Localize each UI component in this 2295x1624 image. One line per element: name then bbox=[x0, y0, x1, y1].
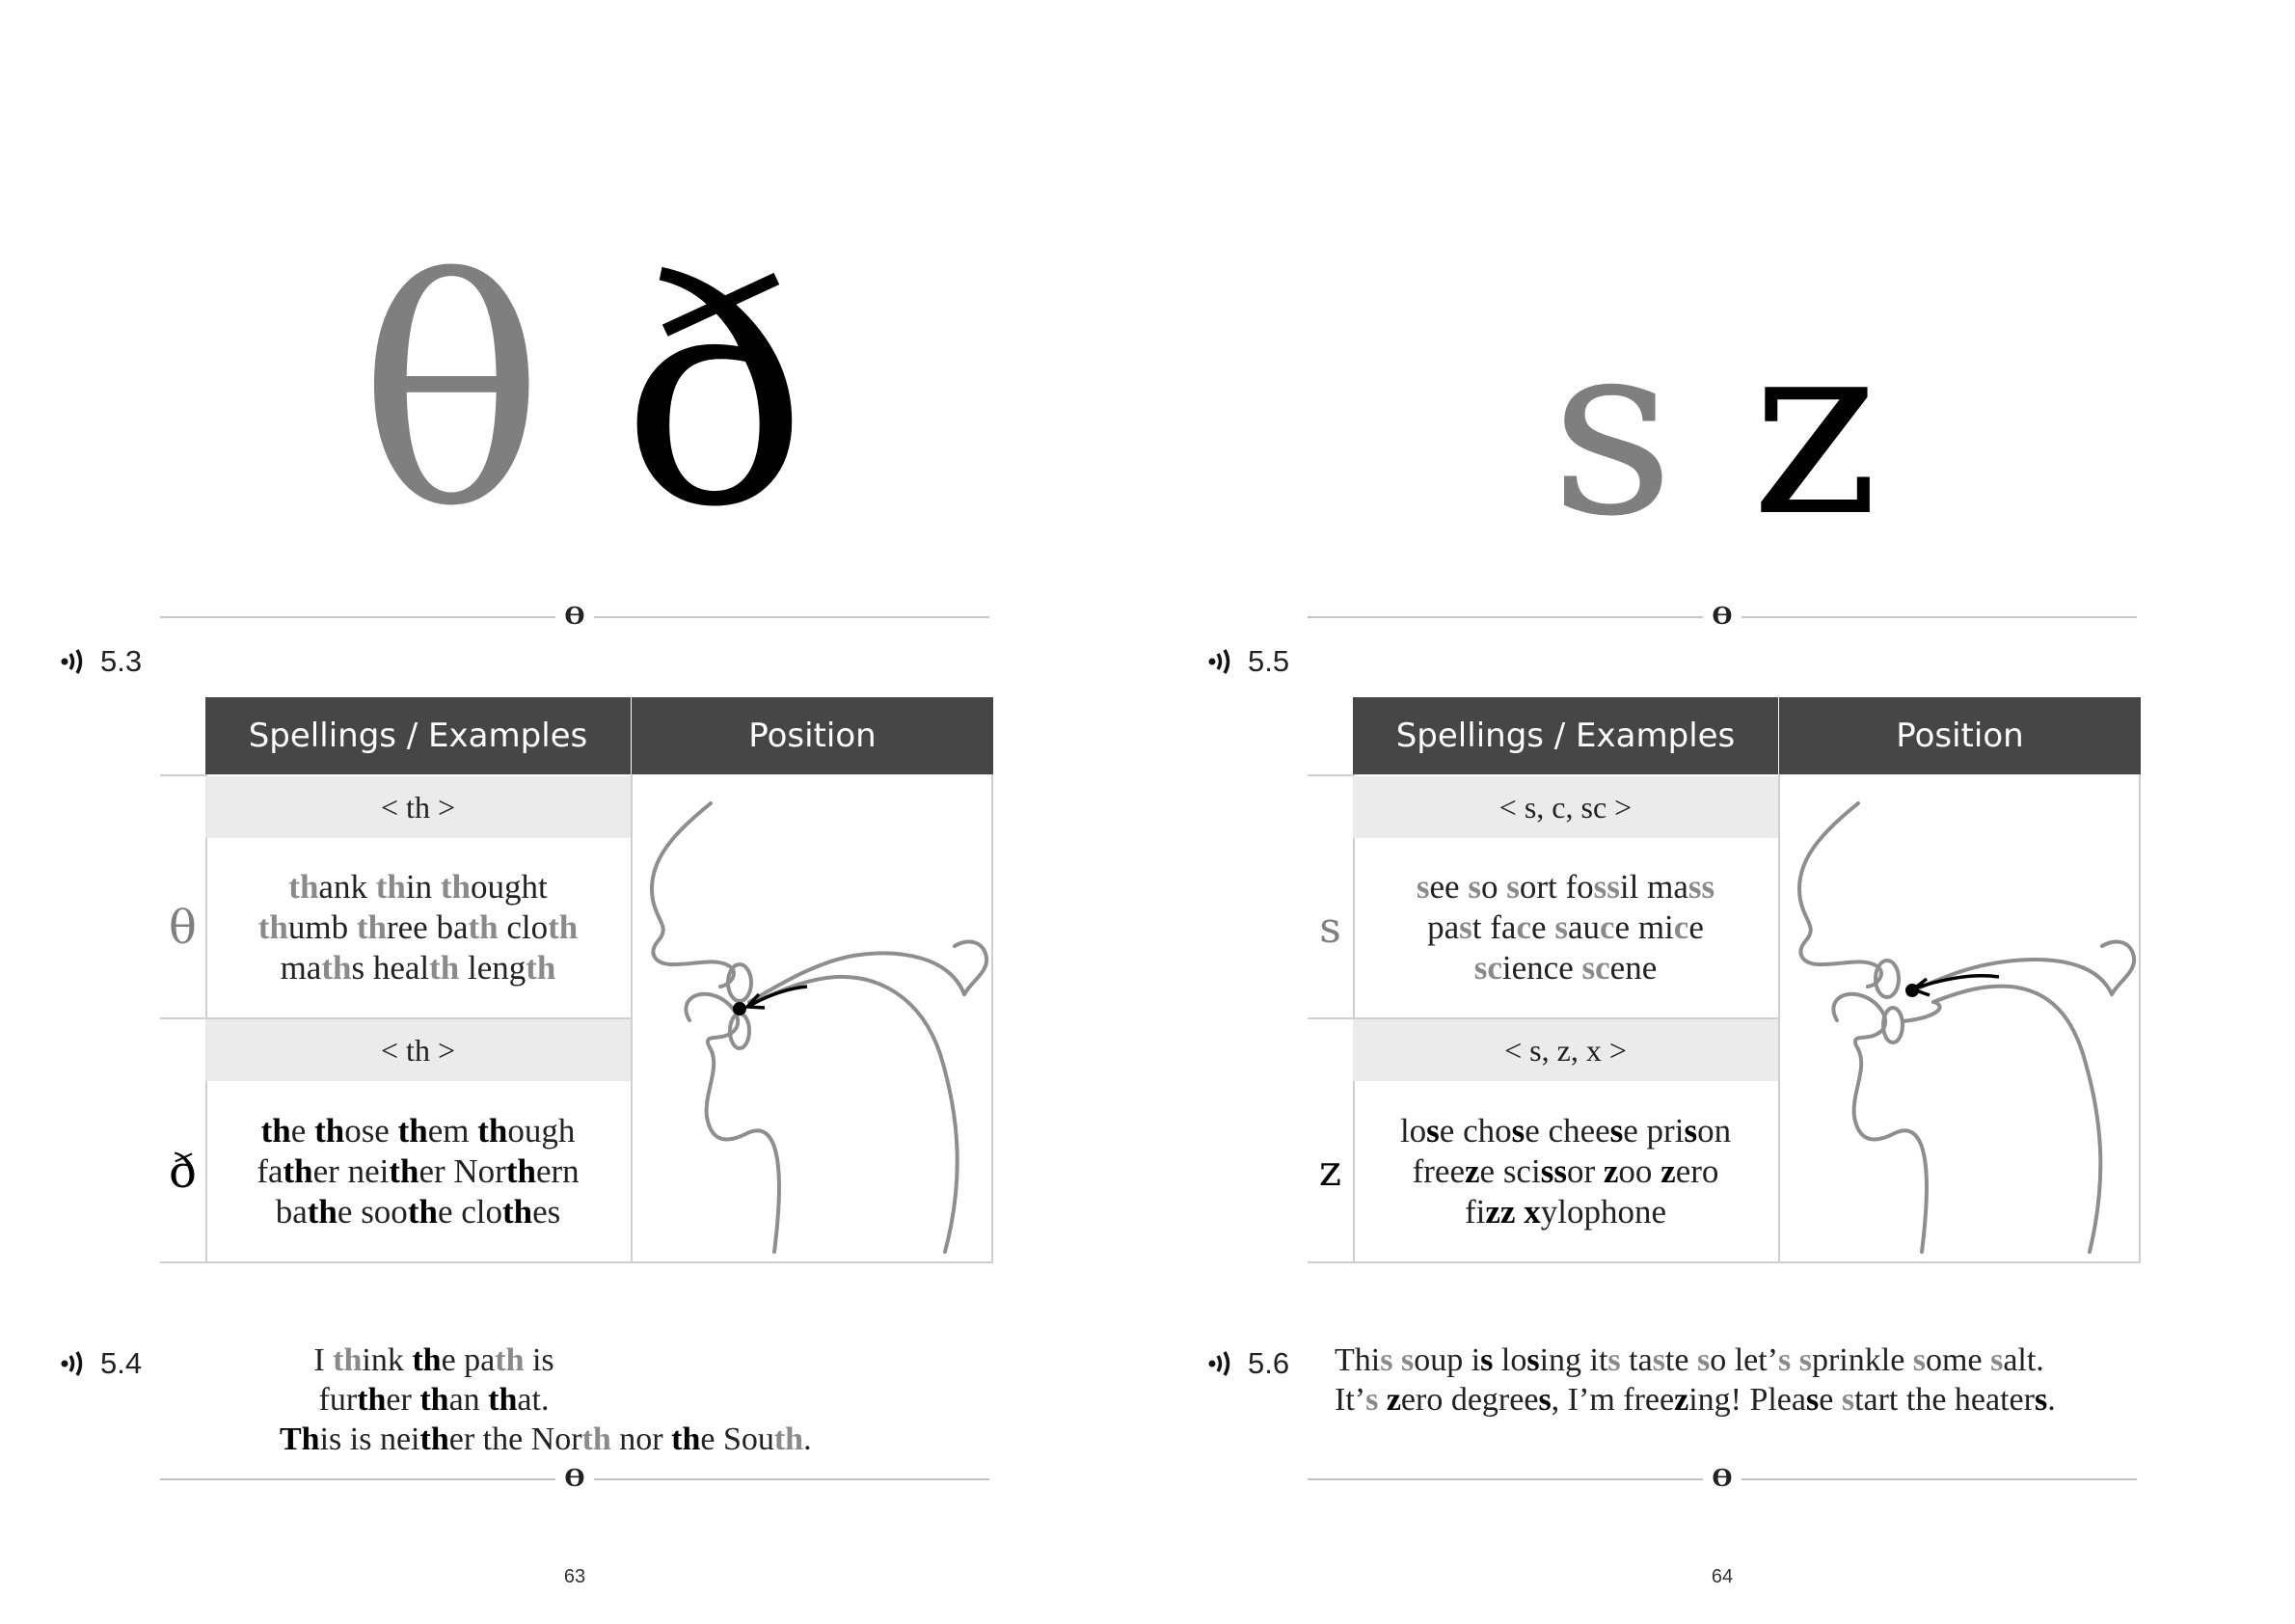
track-number: 5.6 bbox=[1248, 1346, 1290, 1380]
row-symbol-voiceless: θ bbox=[169, 901, 197, 955]
audio-waves-icon[interactable] bbox=[60, 1347, 93, 1380]
audio-track-label[interactable]: 5.3 bbox=[60, 644, 142, 679]
mouth-position-diagram bbox=[1797, 801, 2137, 1254]
phoneme-heading: θ ð bbox=[359, 241, 807, 550]
ornamental-divider: ϴ bbox=[1308, 602, 2137, 630]
example-words: thank thin thought thumb three bath clot… bbox=[205, 838, 631, 1017]
spelling-label: < s, c, sc > bbox=[1353, 776, 1778, 838]
sentence: It’s zero degrees, I’m freezing! Please … bbox=[1335, 1382, 2056, 1418]
track-number: 5.4 bbox=[100, 1346, 143, 1380]
example-line: fizz xylophone bbox=[1465, 1192, 1666, 1231]
audio-waves-icon[interactable] bbox=[1207, 1347, 1240, 1380]
page-number: 63 bbox=[563, 1566, 586, 1587]
page-64: s z ϴ 5.5 Spellings / Examples Position … bbox=[1148, 0, 2295, 1624]
ornamental-divider: ϴ bbox=[1308, 1464, 2137, 1492]
row-symbol-voiced: ð bbox=[169, 1144, 197, 1199]
ornamental-divider: ϴ bbox=[160, 602, 989, 630]
example-line: thumb three bath cloth bbox=[257, 908, 579, 946]
audio-track-label[interactable]: 5.6 bbox=[1207, 1346, 1289, 1381]
phoneme-table: Spellings / Examples Position < th > θ t… bbox=[160, 697, 993, 1263]
page-number: 64 bbox=[1711, 1566, 1734, 1587]
voiced-symbol: z bbox=[1751, 288, 1879, 569]
audio-track-label[interactable]: 5.4 bbox=[60, 1346, 142, 1381]
example-line: lose chose cheese prison bbox=[1399, 1111, 1732, 1150]
practice-sentences: I think the path is further than that. T… bbox=[280, 1340, 812, 1459]
audio-waves-icon[interactable] bbox=[1207, 645, 1240, 678]
example-line: the those them though bbox=[260, 1111, 576, 1150]
row-symbol-voiced: z bbox=[1318, 1147, 1342, 1196]
track-number: 5.3 bbox=[100, 644, 143, 678]
practice-sentences: This soup is losing its taste so let’s s… bbox=[1335, 1340, 2135, 1420]
example-words: lose chose cheese prison freeze scissor … bbox=[1353, 1081, 1778, 1261]
phoneme-table: Spellings / Examples Position < s, c, sc… bbox=[1308, 697, 2141, 1263]
divider-ornament: ϴ bbox=[1712, 1464, 1733, 1492]
track-number: 5.5 bbox=[1248, 644, 1290, 678]
row-symbol-voiceless: s bbox=[1319, 903, 1341, 953]
divider-ornament: ϴ bbox=[564, 602, 585, 630]
ornamental-divider: ϴ bbox=[160, 1464, 989, 1492]
voiceless-symbol: θ bbox=[359, 216, 545, 575]
column-header-spellings: Spellings / Examples bbox=[205, 697, 631, 774]
sentence: This is neither the North nor the South. bbox=[280, 1421, 812, 1457]
audio-waves-icon[interactable] bbox=[60, 645, 93, 678]
example-line: thank thin thought bbox=[288, 868, 548, 906]
audio-track-label[interactable]: 5.5 bbox=[1207, 644, 1289, 679]
column-header-position: Position bbox=[632, 697, 993, 774]
column-header-spellings: Spellings / Examples bbox=[1353, 697, 1778, 774]
page-63: θ ð ϴ 5.3 Spellings / Examples Position … bbox=[60, 241, 993, 1587]
example-line: see so sort fossil mass bbox=[1416, 868, 1715, 906]
example-words: the those them though father neither Nor… bbox=[205, 1081, 631, 1261]
sentence: I think the path is further than that. bbox=[313, 1342, 554, 1418]
example-line: father neither Northern bbox=[256, 1151, 580, 1190]
example-words: see so sort fossil mass past face sauce … bbox=[1353, 838, 1778, 1017]
example-line: freeze scissor zoo zero bbox=[1412, 1151, 1719, 1190]
sentence: This soup is losing its taste so let’s s… bbox=[1335, 1342, 2044, 1378]
column-header-position: Position bbox=[1779, 697, 2141, 774]
voiced-symbol: ð bbox=[621, 216, 808, 575]
divider-ornament: ϴ bbox=[564, 1464, 585, 1492]
spelling-label: < s, z, x > bbox=[1353, 1019, 1778, 1081]
spelling-label: < th > bbox=[205, 1019, 631, 1081]
mouth-position-diagram bbox=[650, 801, 989, 1254]
phoneme-heading: s z bbox=[1551, 241, 1878, 550]
voiceless-symbol: s bbox=[1551, 288, 1675, 569]
example-line: maths health length bbox=[280, 949, 556, 987]
spelling-label: < th > bbox=[205, 776, 631, 838]
example-line: past face sauce mice bbox=[1427, 908, 1704, 946]
example-line: bathe soothe clothes bbox=[275, 1192, 561, 1231]
example-line: science scene bbox=[1473, 949, 1658, 987]
divider-ornament: ϴ bbox=[1712, 602, 1733, 630]
